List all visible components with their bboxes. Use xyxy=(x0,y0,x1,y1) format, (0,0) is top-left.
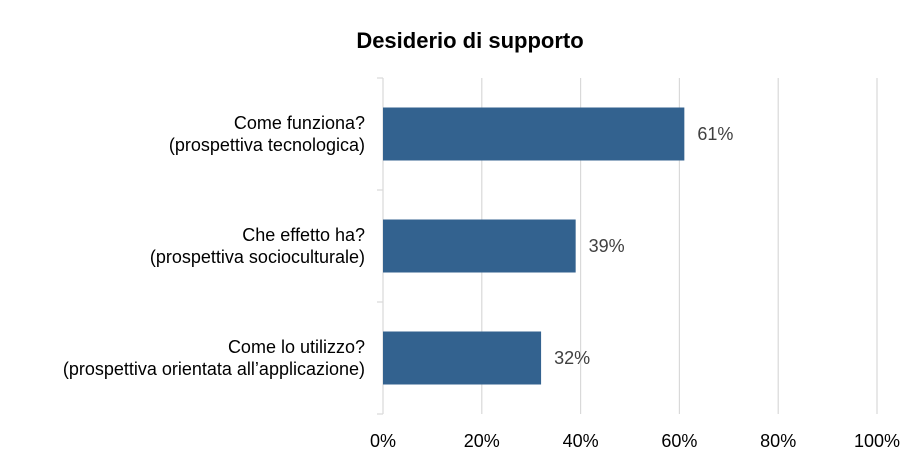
bar-2 xyxy=(383,219,576,273)
category-label-line: Come lo utilizzo? xyxy=(228,337,365,357)
chart-title: Desiderio di supporto xyxy=(356,28,583,53)
category-label-line: (prospettiva orientata all’applicazione) xyxy=(63,359,365,379)
category-label-3: Come lo utilizzo? (prospettiva orientata … xyxy=(63,337,365,379)
bars xyxy=(383,107,685,385)
bar-3 xyxy=(383,331,542,385)
category-label-line: (prospettiva socioculturale) xyxy=(150,247,365,267)
data-label-1: 61% xyxy=(697,124,733,144)
x-tick-label: 40% xyxy=(563,431,599,451)
category-label-1: Come funziona? (prospettiva tecnologica) xyxy=(169,113,365,155)
category-labels: Come funziona? (prospettiva tecnologica)C… xyxy=(63,113,365,379)
x-tick-label: 20% xyxy=(464,431,500,451)
data-label-3: 32% xyxy=(554,348,590,368)
category-label-line: (prospettiva tecnologica) xyxy=(169,135,365,155)
data-label-2: 39% xyxy=(589,236,625,256)
x-tick-labels: 0% 20% 40% 60% 80% 100% xyxy=(370,431,900,451)
x-tick-label: 100% xyxy=(854,431,900,451)
category-label-line: Come funziona? xyxy=(234,113,365,133)
category-label-2: Che effetto ha? (prospettiva sociocultura… xyxy=(150,225,365,267)
bar-1 xyxy=(383,107,685,161)
y-axis xyxy=(377,77,384,415)
x-tick-label: 80% xyxy=(760,431,796,451)
data-labels: 61% 39% 32% xyxy=(554,124,733,368)
category-label-line: Che effetto ha? xyxy=(242,225,365,245)
x-tick-label: 60% xyxy=(661,431,697,451)
x-tick-label: 0% xyxy=(370,431,396,451)
